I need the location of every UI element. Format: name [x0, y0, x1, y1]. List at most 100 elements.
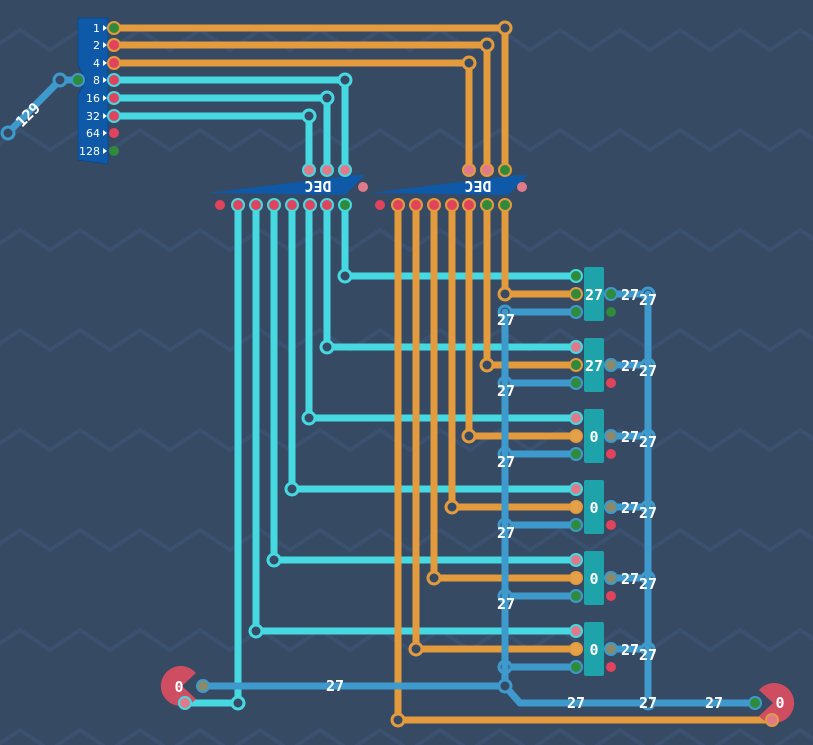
- wire-node[interactable]: [497, 286, 513, 302]
- register-load-pin[interactable]: [571, 644, 581, 654]
- decoder-1-output-pin[interactable]: [340, 200, 350, 210]
- wire-node[interactable]: [479, 357, 495, 373]
- register-input-pin[interactable]: [571, 378, 581, 388]
- register-save-pin[interactable]: [571, 555, 581, 565]
- register-input-pin[interactable]: [571, 307, 581, 317]
- decoder-1-output-pin[interactable]: [215, 200, 225, 210]
- register-output-pin[interactable]: [606, 573, 616, 583]
- wire-node[interactable]: [426, 570, 442, 586]
- register-output-pin[interactable]: [606, 644, 616, 654]
- decoder-2-output-wire-1[interactable]: [501, 201, 580, 298]
- wire-node[interactable]: [301, 410, 317, 426]
- decoder-2-output-pin[interactable]: [375, 200, 385, 210]
- register-5[interactable]: [584, 551, 604, 605]
- register-load-pin[interactable]: [571, 431, 581, 441]
- wire-node[interactable]: [284, 481, 300, 497]
- decoder-2-output-pin[interactable]: [411, 200, 421, 210]
- bit-pin-4[interactable]: [109, 58, 119, 68]
- bit-pin-64[interactable]: [109, 128, 119, 138]
- wire-node[interactable]: [390, 712, 406, 728]
- left-io-enable-wire[interactable]: [181, 201, 242, 707]
- register-4[interactable]: [584, 480, 604, 534]
- decoder-1[interactable]: [208, 175, 365, 195]
- register-load-pin[interactable]: [571, 289, 581, 299]
- register-output-pin[interactable]: [606, 360, 616, 370]
- register-save-pin[interactable]: [571, 342, 581, 352]
- left-io-component[interactable]: [160, 666, 196, 707]
- register-status-pin[interactable]: [606, 307, 616, 317]
- register-status-pin[interactable]: [606, 520, 616, 530]
- wire-node[interactable]: [230, 695, 246, 711]
- decoder-1-input-pin[interactable]: [340, 165, 350, 175]
- input-bus-wire[interactable]: [199, 682, 759, 707]
- decoder-1-output-pin[interactable]: [251, 200, 261, 210]
- register-save-pin[interactable]: [571, 271, 581, 281]
- right-io-enable-pin[interactable]: [767, 715, 777, 725]
- decoder-2-output-pin[interactable]: [500, 200, 510, 210]
- input-value-pin[interactable]: [73, 75, 83, 85]
- bit-pin-8[interactable]: [109, 75, 119, 85]
- decoder-1-output-pin[interactable]: [322, 200, 332, 210]
- right-io-component[interactable]: [759, 683, 795, 724]
- register-1[interactable]: [584, 267, 604, 321]
- decoder-1-enable-pin[interactable]: [358, 182, 368, 192]
- register-status-pin[interactable]: [606, 449, 616, 459]
- bit-pin-1[interactable]: [109, 23, 119, 33]
- register-load-pin[interactable]: [571, 573, 581, 583]
- wire-node[interactable]: [640, 695, 656, 711]
- decoder-2-input-pin[interactable]: [482, 165, 492, 175]
- decoder-1-output-pin[interactable]: [287, 200, 297, 210]
- register-input-pin[interactable]: [571, 520, 581, 530]
- wire-node[interactable]: [497, 20, 513, 36]
- wire-node[interactable]: [444, 499, 460, 515]
- wire-node[interactable]: [497, 678, 513, 694]
- register-2[interactable]: [584, 338, 604, 392]
- decoder-1-output-pin[interactable]: [233, 200, 243, 210]
- register-load-pin[interactable]: [571, 502, 581, 512]
- wire-node[interactable]: [408, 641, 424, 657]
- decoder-1-output-pin[interactable]: [305, 200, 315, 210]
- register-input-pin[interactable]: [571, 449, 581, 459]
- register-save-pin[interactable]: [571, 413, 581, 423]
- register-load-pin[interactable]: [571, 360, 581, 370]
- decoder-2-output-pin[interactable]: [464, 200, 474, 210]
- left-io-output-pin[interactable]: [198, 681, 208, 691]
- decoder-1-input-pin[interactable]: [304, 165, 314, 175]
- decoder-2-input-pin[interactable]: [500, 165, 510, 175]
- decoder-1-output-pin[interactable]: [269, 200, 279, 210]
- wire-node[interactable]: [479, 37, 495, 53]
- wire-node[interactable]: [301, 108, 317, 124]
- wire-node[interactable]: [319, 90, 335, 106]
- right-io-input-pin[interactable]: [750, 698, 760, 708]
- wire-node[interactable]: [0, 125, 16, 141]
- register-status-pin[interactable]: [606, 378, 616, 388]
- register-save-pin[interactable]: [571, 484, 581, 494]
- wire-node[interactable]: [337, 268, 353, 284]
- wire-node[interactable]: [248, 623, 264, 639]
- register-input-pin[interactable]: [571, 591, 581, 601]
- decoder-2-input-pin[interactable]: [464, 165, 474, 175]
- bit-pin-32[interactable]: [109, 111, 119, 121]
- decoder-2-output-pin[interactable]: [447, 200, 457, 210]
- decoder-2[interactable]: [370, 175, 528, 195]
- register-output-pin[interactable]: [606, 289, 616, 299]
- wire-node[interactable]: [461, 428, 477, 444]
- register-3[interactable]: [584, 409, 604, 463]
- wire-node[interactable]: [52, 72, 68, 88]
- left-io-enable-pin[interactable]: [180, 698, 190, 708]
- decoder-2-enable-pin[interactable]: [517, 182, 527, 192]
- register-6[interactable]: [584, 622, 604, 676]
- register-output-pin[interactable]: [606, 502, 616, 512]
- decoder-1-input-pin[interactable]: [322, 165, 332, 175]
- register-input-pin[interactable]: [571, 662, 581, 672]
- bit-pin-2[interactable]: [109, 40, 119, 50]
- bit-pin-128[interactable]: [109, 146, 119, 156]
- bit-pin-16[interactable]: [109, 93, 119, 103]
- decoder-2-output-pin[interactable]: [482, 200, 492, 210]
- register-output-pin[interactable]: [606, 431, 616, 441]
- decoder-2-output-pin[interactable]: [429, 200, 439, 210]
- register-status-pin[interactable]: [606, 662, 616, 672]
- wire-node[interactable]: [337, 72, 353, 88]
- wire-node[interactable]: [319, 339, 335, 355]
- wire-node[interactable]: [266, 552, 282, 568]
